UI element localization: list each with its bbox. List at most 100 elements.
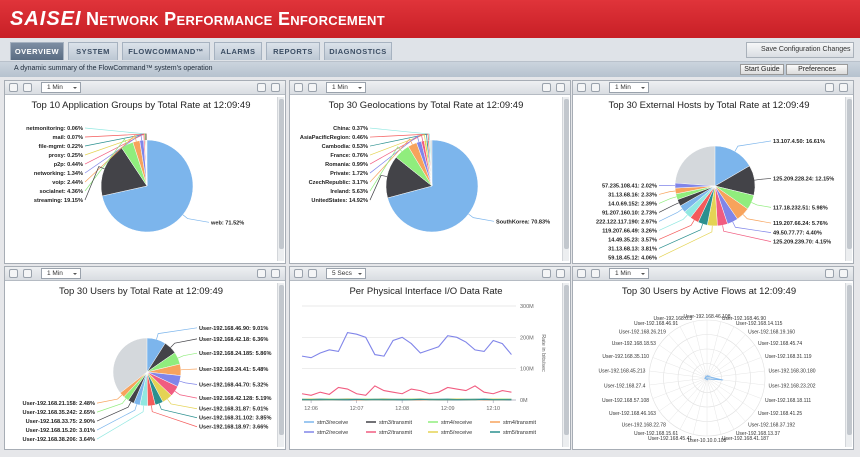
slice-label: networking: 1.34% (34, 171, 83, 177)
print-icon[interactable] (825, 83, 834, 92)
leader-line (84, 166, 105, 201)
zoom-icon[interactable] (591, 83, 600, 92)
tab[interactable]: REPORTS (266, 42, 320, 60)
slice-label: file-mgmt: 0.22% (39, 144, 83, 150)
refresh-icon[interactable] (577, 269, 586, 278)
print-icon[interactable] (257, 83, 266, 92)
save-button[interactable]: Save Configuration Changes (746, 42, 854, 58)
interval-select[interactable]: 5 Secs (326, 268, 366, 279)
refresh-icon[interactable] (9, 269, 18, 278)
slice-label: AsiaPacificRegion: 0.46% (300, 135, 368, 141)
slice-label: p2p: 0.44% (54, 162, 83, 168)
slice-label: UnitedStates: 14.92% (311, 198, 368, 204)
leader-line (658, 223, 703, 249)
leader-line (732, 221, 772, 233)
leader-line (84, 133, 142, 174)
series-line (301, 385, 512, 396)
leader-line (179, 380, 198, 385)
slice-label: 119.207.66.49: 3.26% (602, 228, 657, 234)
panel: 1 Min Top 30 Users by Total Rate at 12:09… (4, 266, 286, 450)
settings-icon[interactable] (271, 83, 280, 92)
polar-label: User-192.168.45.213 (598, 369, 645, 375)
scrollbar (277, 283, 284, 447)
zoom-icon[interactable] (308, 83, 317, 92)
slice-label: 57.235.108.41: 2.02% (602, 183, 657, 189)
tab[interactable]: SYSTEM (68, 42, 118, 60)
slice-label: Cambodia: 0.53% (322, 144, 368, 150)
panel: 5 Secs Per Physical Interface I/O Data Ra… (289, 266, 571, 450)
legend-label: stm4/transmit (503, 420, 536, 426)
slice-label: User-192.168.24.41: 5.48% (199, 367, 268, 373)
zoom-icon[interactable] (308, 269, 317, 278)
polar-spoke (706, 326, 735, 379)
tab[interactable]: OVERVIEW (10, 42, 64, 60)
tab[interactable]: DIAGNOSTICS (324, 42, 392, 60)
slice-label: mail: 0.07% (53, 135, 83, 141)
settings-icon[interactable] (556, 269, 565, 278)
leader-line (369, 134, 424, 165)
polar-label: User-192.168.46.163 (609, 411, 656, 417)
slice-label: web: 71.52% (210, 220, 244, 226)
header: SAISEI Network Performance Enforcement (0, 0, 860, 38)
slice-label: proxy: 0.25% (48, 153, 83, 159)
chart-title: Per Physical Interface I/O Data Rate (349, 286, 502, 297)
settings-icon[interactable] (271, 269, 280, 278)
print-icon[interactable] (825, 269, 834, 278)
subtitle: A dynamic summary of the FlowCommand™ sy… (14, 65, 213, 72)
y-tick-label: 0M (520, 398, 528, 404)
x-tick-label: 12:08 (395, 406, 409, 412)
leader-line (84, 138, 128, 192)
polar-label: User-192.168.46.91 (634, 321, 678, 327)
panel: 1 Min Top 30 Users by Active Flows at 12:… (572, 266, 854, 450)
polar-spoke (706, 344, 755, 379)
polar-label: User-192.168.0.3 (654, 316, 693, 322)
polar-label: User-192.168.27.4 (604, 383, 646, 389)
polar-label: User-192.168.13.37 (736, 431, 780, 437)
print-icon[interactable] (257, 269, 266, 278)
interval-select[interactable]: 1 Min (41, 268, 81, 279)
zoom-icon[interactable] (23, 269, 32, 278)
button[interactable]: Start Guide (740, 64, 784, 75)
refresh-icon[interactable] (294, 269, 303, 278)
button[interactable]: Preferences (786, 64, 848, 75)
zoom-icon[interactable] (23, 83, 32, 92)
zoom-icon[interactable] (591, 269, 600, 278)
scrollbar (845, 97, 852, 261)
chart: Top 30 Users by Total Rate at 12:09:49 Us… (23, 286, 272, 443)
leader-line (658, 208, 683, 222)
slice-label: streaming: 19.15% (34, 198, 83, 204)
refresh-icon[interactable] (294, 83, 303, 92)
tab[interactable]: FLOWCOMMAND™ (122, 42, 210, 60)
refresh-icon[interactable] (577, 83, 586, 92)
tab[interactable]: ALARMS (214, 42, 262, 60)
settings-icon[interactable] (556, 83, 565, 92)
legend-label: stm3/receive (317, 420, 348, 426)
leader-line (84, 133, 147, 141)
interval-select[interactable]: 1 Min (41, 82, 81, 93)
scroll-thumb (847, 285, 852, 435)
refresh-icon[interactable] (9, 83, 18, 92)
interval-select[interactable]: 1 Min (609, 268, 649, 279)
polar-spoke (668, 334, 708, 379)
interval-select[interactable]: 1 Min (326, 82, 366, 93)
leader-line (96, 404, 138, 431)
leader-line (658, 202, 679, 213)
interval-select[interactable]: 1 Min (609, 82, 649, 93)
polar-spoke (649, 377, 708, 386)
polar-spoke (706, 377, 722, 435)
settings-icon[interactable] (839, 269, 848, 278)
subtitle-bar: A dynamic summary of the FlowCommand™ sy… (0, 62, 860, 77)
print-icon[interactable] (542, 269, 551, 278)
panel-toolbar: 1 Min (5, 267, 285, 281)
slice-label: socialnet: 4.36% (39, 189, 83, 195)
slice-label: 31.13.68.13: 3.81% (608, 246, 657, 252)
leader-line (151, 405, 198, 428)
polar-area (703, 375, 724, 381)
polar-spoke (706, 334, 746, 379)
x-tick-label: 12:09 (441, 406, 455, 412)
leader-line (754, 178, 772, 181)
settings-icon[interactable] (839, 83, 848, 92)
polar-label: User-192.168.46.108 (684, 314, 731, 320)
print-icon[interactable] (542, 83, 551, 92)
legend-label: stm4/receive (441, 420, 472, 426)
